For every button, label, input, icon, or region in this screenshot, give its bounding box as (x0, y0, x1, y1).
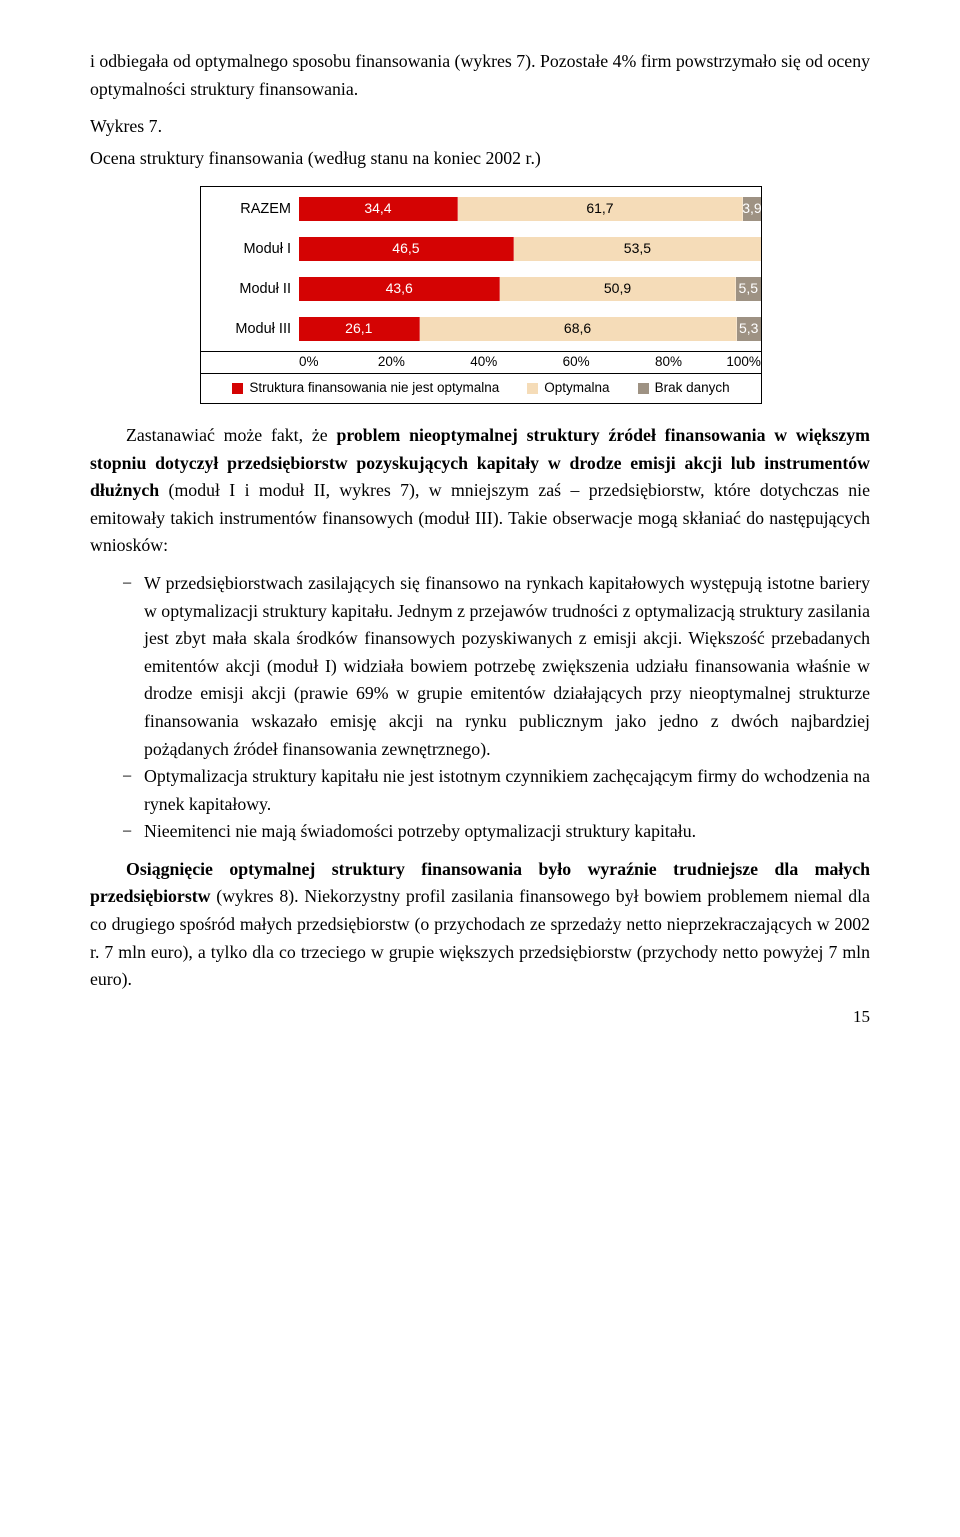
legend-item: Struktura finansowania nie jest optymaln… (232, 378, 499, 399)
analysis-pre: Zastanawiać może fakt, że (126, 425, 336, 445)
bar-track: 34,461,73,9 (299, 197, 761, 221)
bar-segment: 46,5 (299, 237, 514, 261)
axis-tick: 60% (530, 352, 622, 373)
bar-row: RAZEM34,461,73,9 (201, 189, 761, 229)
bar-row: Moduł III26,168,65,3 (201, 309, 761, 349)
legend-item: Optymalna (527, 378, 609, 399)
chart-legend: Struktura finansowania nie jest optymaln… (201, 374, 761, 403)
intro-paragraph: i odbiegała od optymalnego sposobu finan… (90, 48, 870, 103)
bar-segment: 5,5 (736, 277, 761, 301)
chart-x-axis: 0%20%40%60%80%100% (201, 352, 761, 374)
chart-caption-line-2: Ocena struktury finansowania (według sta… (90, 145, 870, 173)
closing-paragraph: Osiągnięcie optymalnej struktury finanso… (90, 856, 870, 994)
page-number: 15 (90, 1004, 870, 1030)
list-item: W przedsiębiorstwach zasilających się fi… (144, 570, 870, 763)
legend-label: Struktura finansowania nie jest optymaln… (249, 378, 499, 399)
bar-category-label: Moduł I (201, 238, 299, 260)
legend-swatch (527, 383, 538, 394)
analysis-paragraph: Zastanawiać może fakt, że problem nieopt… (90, 422, 870, 560)
legend-swatch (638, 383, 649, 394)
bar-segment: 5,3 (737, 317, 761, 341)
bar-segment: 43,6 (299, 277, 500, 301)
axis-tick: 80% (622, 352, 714, 373)
conclusion-list: W przedsiębiorstwach zasilających się fi… (90, 570, 870, 846)
legend-label: Brak danych (655, 378, 730, 399)
bar-row: Moduł I46,553,5 (201, 229, 761, 269)
chart-caption-line-1: Wykres 7. (90, 113, 870, 141)
bar-segment: 50,9 (500, 277, 735, 301)
bar-segment: 3,9 (743, 197, 761, 221)
list-item: Nieemitenci nie mają świadomości potrzeb… (144, 818, 870, 846)
bar-category-label: Moduł III (201, 318, 299, 340)
bar-track: 43,650,95,5 (299, 277, 761, 301)
bar-segment: 34,4 (299, 197, 458, 221)
bar-segment: 53,5 (514, 237, 761, 261)
axis-tick: 40% (438, 352, 530, 373)
axis-tick: 100% (715, 352, 761, 373)
bar-category-label: Moduł II (201, 278, 299, 300)
analysis-post: (moduł I i moduł II, wykres 7), w mniejs… (90, 480, 870, 555)
legend-item: Brak danych (638, 378, 730, 399)
chart-plot-area: RAZEM34,461,73,9Moduł I46,553,5Moduł II4… (201, 187, 761, 352)
axis-tick: 0% (299, 352, 345, 373)
legend-label: Optymalna (544, 378, 609, 399)
bar-segment: 26,1 (299, 317, 420, 341)
axis-tick: 20% (345, 352, 437, 373)
bar-category-label: RAZEM (201, 198, 299, 220)
bar-track: 26,168,65,3 (299, 317, 761, 341)
stacked-bar-chart: RAZEM34,461,73,9Moduł I46,553,5Moduł II4… (200, 186, 762, 404)
bar-track: 46,553,5 (299, 237, 761, 261)
list-item: Optymalizacja struktury kapitału nie jes… (144, 763, 870, 818)
legend-swatch (232, 383, 243, 394)
bar-segment: 61,7 (458, 197, 743, 221)
bar-segment: 68,6 (420, 317, 737, 341)
bar-row: Moduł II43,650,95,5 (201, 269, 761, 309)
